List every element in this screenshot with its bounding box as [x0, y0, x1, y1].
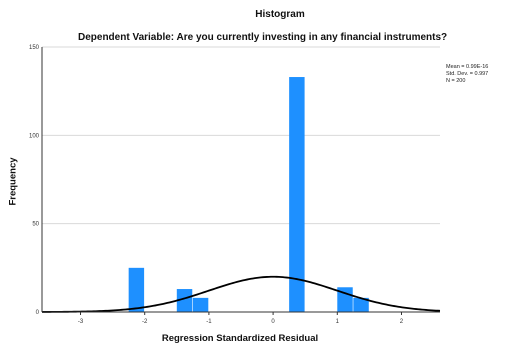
y-tick-label: 100: [29, 133, 40, 139]
distribution-stats: Mean = 0.99E-16 Std. Dev. = 0.997 N = 20…: [446, 64, 506, 85]
histogram-bar: [176, 289, 193, 312]
x-tick-label: -1: [206, 319, 212, 325]
stats-std-dev: Std. Dev. = 0.997: [446, 71, 489, 77]
y-tick-label: 50: [32, 222, 39, 228]
axes: [41, 47, 440, 315]
gridlines: [42, 46, 440, 225]
normal-curve-layer: [41, 275, 441, 313]
histogram-bar: [337, 287, 353, 312]
chart-subtitle: Dependent Variable: Are you currently in…: [78, 32, 448, 43]
histogram-bar: [353, 297, 369, 312]
x-tick-label: 0: [271, 319, 275, 325]
x-tick-label: -3: [78, 319, 84, 325]
y-tick-label: 150: [29, 45, 40, 51]
tick-labels: 0 50 100 150 -3 -2 -1 0 1 2: [29, 45, 404, 325]
x-tick-label: 2: [400, 319, 404, 325]
x-axis-label: Regression Standardized Residual: [161, 333, 319, 344]
histogram-bars: [128, 77, 369, 313]
chart-title: Histogram: [255, 9, 305, 20]
normal-curve: [41, 275, 441, 313]
y-tick-label: 0: [36, 310, 40, 316]
stats-n: N = 200: [446, 78, 466, 84]
x-tick-label: -2: [142, 319, 148, 325]
stats-mean: Mean = 0.99E-16: [446, 64, 489, 70]
histogram-bar: [192, 297, 209, 312]
histogram-bar: [128, 267, 145, 312]
histogram-bar: [289, 77, 305, 313]
x-tick-label: 1: [336, 319, 340, 325]
chart-subtitle-container: Dependent Variable: Are you currently in…: [0, 32, 506, 46]
